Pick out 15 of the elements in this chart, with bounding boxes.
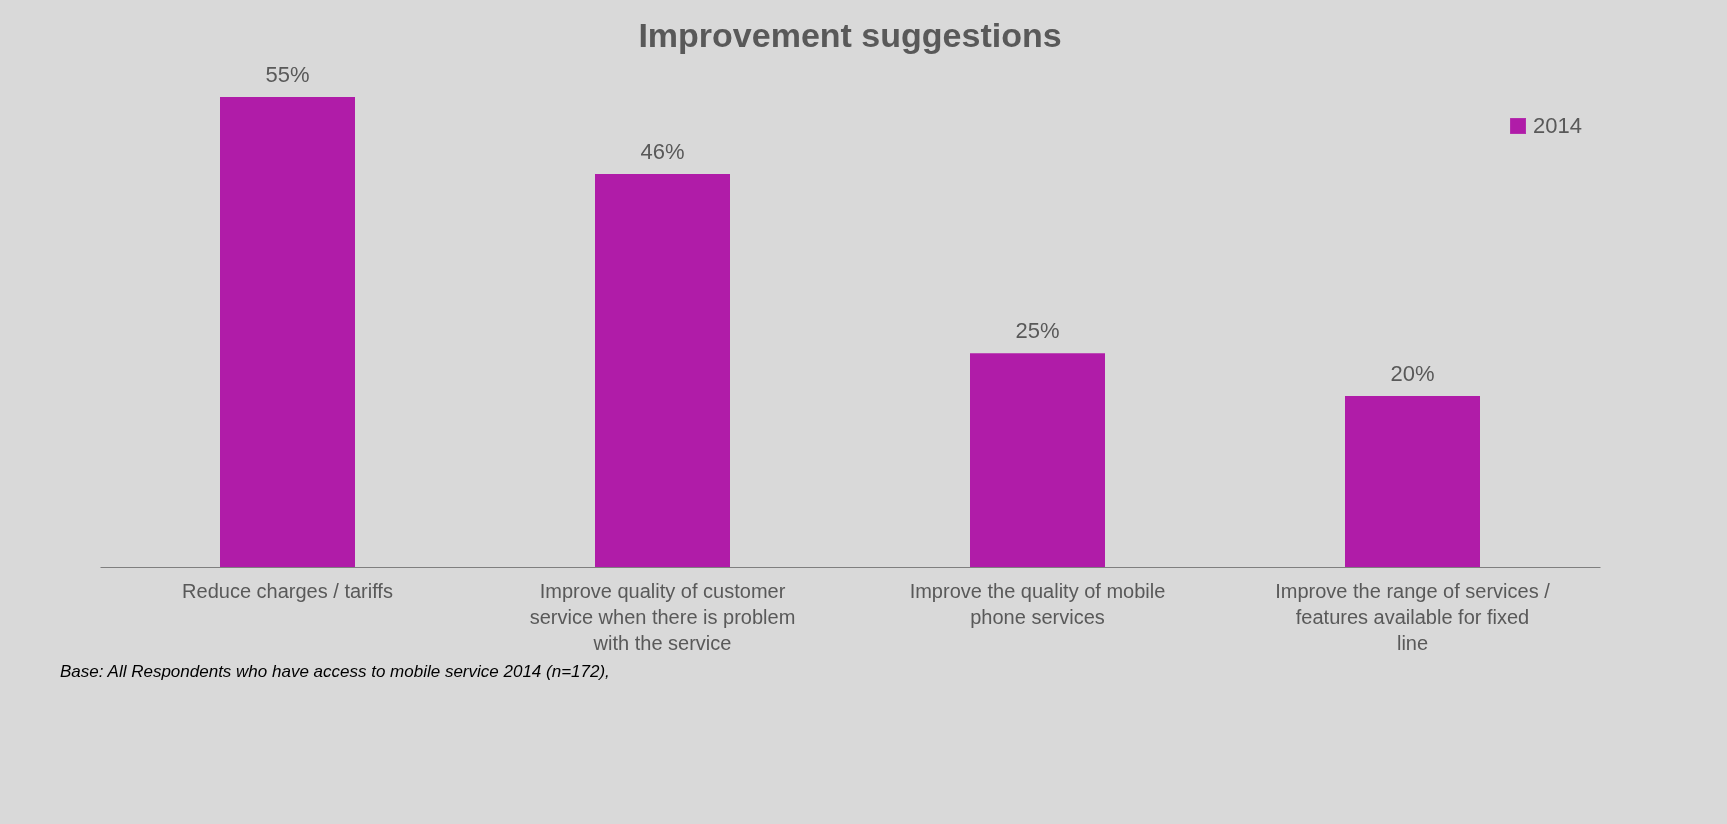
legend-label: 2014 (1533, 113, 1582, 138)
bar (595, 173, 730, 567)
text: Base: All Respondents who have access to mobile service 2014 (n=172), (60, 662, 610, 681)
data-label: 25% (1015, 318, 1060, 344)
x-tick-label: Reduce charges / tariffs (182, 579, 393, 602)
data-label: 46% (640, 138, 685, 164)
x-tick-label: Improve the quality of mobile phone services (909, 579, 1166, 628)
bar (220, 97, 355, 567)
data-label: 20% (1390, 361, 1435, 387)
x-tick-label: Improve quality of customer service when there is problem with the service (529, 579, 796, 654)
bar (970, 353, 1105, 567)
bar (1345, 396, 1480, 567)
data-label: 55% (265, 62, 310, 87)
chart-title: Improvement suggestions (638, 16, 1062, 54)
x-tick-label: Improve the range of services / features available for fixed line (1275, 579, 1551, 654)
